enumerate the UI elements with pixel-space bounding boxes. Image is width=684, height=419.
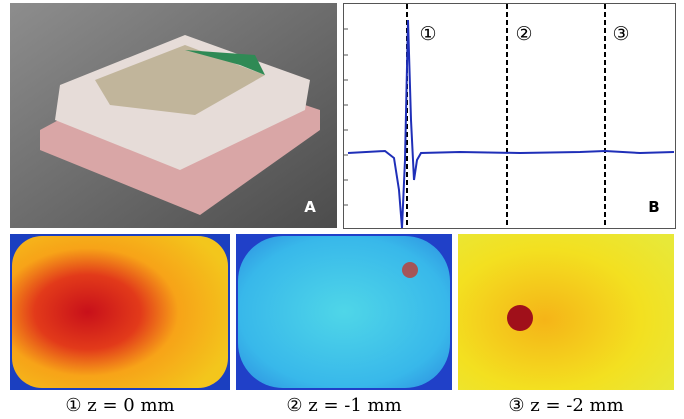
- caption: ① z = 0 mm: [65, 395, 174, 416]
- captions: ① z = 0 mm ② z = -1 mm ③ z = -2 mm: [65, 395, 623, 416]
- marker: ③: [612, 23, 629, 45]
- caption-number: ②: [286, 395, 302, 416]
- panel-b: ① ② ③ B: [344, 4, 676, 229]
- scan-feature: [507, 305, 533, 331]
- scan-image: [12, 236, 228, 388]
- panel-label: A: [304, 198, 316, 216]
- panel-a: A: [10, 3, 337, 228]
- caption-text: z = 0 mm: [87, 395, 174, 416]
- caption-text: z = -2 mm: [530, 395, 623, 416]
- caption-number: ③: [508, 395, 524, 416]
- scan-image: [458, 234, 674, 390]
- panel-label: B: [648, 198, 659, 216]
- c-scans: [10, 234, 674, 390]
- marker: ②: [515, 23, 532, 45]
- page: A ① ② ③ B ① z = 0 mm ② z = -1 mm: [0, 0, 684, 419]
- caption: ③ z = -2 mm: [508, 395, 623, 416]
- scan-feature: [402, 262, 418, 278]
- caption-text: z = -1 mm: [308, 395, 401, 416]
- caption: ② z = -1 mm: [286, 395, 401, 416]
- caption-number: ①: [65, 395, 81, 416]
- figure: A ① ② ③ B ① z = 0 mm ② z = -1 mm: [0, 0, 684, 419]
- marker: ①: [419, 23, 436, 45]
- scan-image: [238, 236, 450, 388]
